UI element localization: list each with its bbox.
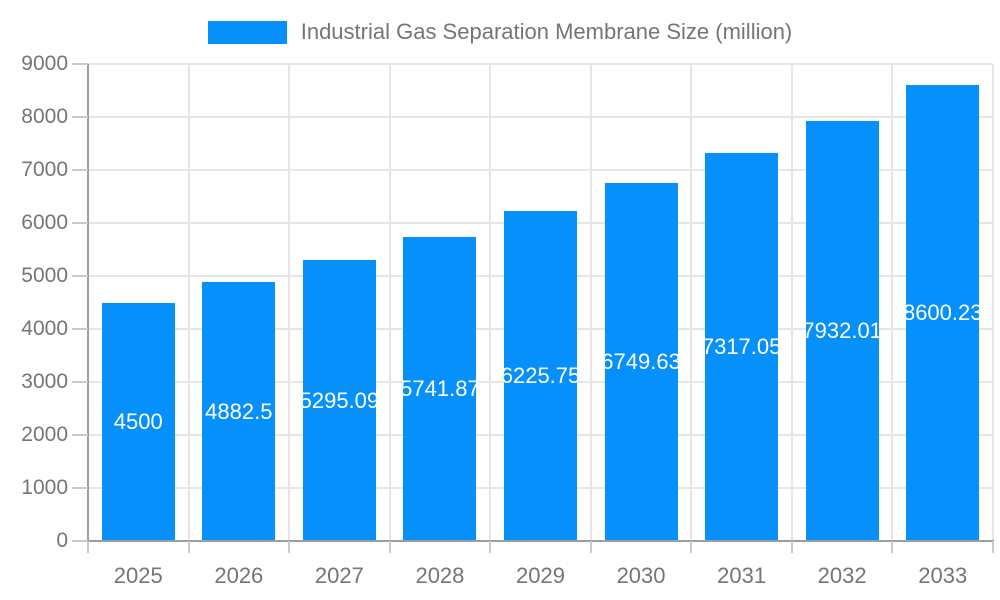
y-tick-label: 7000 (21, 158, 68, 181)
bar-value-label: 5295.09 (299, 387, 380, 413)
y-tick-mark (72, 63, 88, 65)
x-tick-mark (690, 541, 693, 553)
legend[interactable]: Industrial Gas Separation Membrane Size … (0, 17, 1000, 47)
legend-swatch[interactable] (207, 20, 287, 44)
vertical-gridline (790, 64, 793, 541)
y-tick-mark (72, 540, 88, 542)
bar[interactable] (302, 260, 376, 541)
x-tick-mark (288, 541, 291, 553)
x-tick-mark (87, 541, 89, 553)
vertical-gridline (690, 64, 693, 541)
x-tick-label: 2033 (918, 563, 968, 588)
bar[interactable] (202, 282, 276, 541)
y-tick-label: 6000 (21, 211, 68, 234)
y-tick-label: 3000 (21, 370, 68, 393)
x-tick-label: 2029 (516, 563, 565, 588)
x-tick-mark (589, 541, 592, 553)
y-tick-label: 0 (56, 529, 68, 552)
bar-value-label: 7317.05 (701, 334, 782, 360)
y-tick-label: 9000 (21, 52, 68, 75)
y-tick-mark (72, 222, 88, 224)
bar[interactable] (403, 236, 477, 541)
x-tick-mark (489, 541, 492, 553)
vertical-gridline (288, 64, 291, 541)
vertical-gridline (589, 64, 592, 541)
bar[interactable] (504, 211, 577, 541)
bar-value-label: 8600.23 (902, 300, 983, 326)
bar-value-label: 6225.75 (500, 363, 581, 389)
x-tick-label: 2031 (717, 563, 767, 588)
y-tick-label: 2000 (21, 423, 68, 446)
y-tick-mark (72, 169, 88, 171)
y-tick-label: 8000 (21, 105, 68, 128)
bar[interactable] (805, 120, 879, 541)
x-tick-mark (388, 541, 391, 553)
x-tick-mark (992, 541, 994, 553)
y-tick-mark (72, 381, 88, 383)
y-tick-mark (72, 328, 88, 330)
x-tick-label: 2028 (415, 563, 465, 588)
x-tick-mark (790, 541, 793, 553)
x-tick-mark (891, 541, 894, 553)
bar-value-label: 6749.63 (601, 349, 681, 375)
x-axis-line (87, 540, 994, 542)
horizontal-gridline (88, 116, 993, 118)
x-tick-label: 2030 (616, 563, 666, 588)
vertical-gridline (187, 64, 190, 541)
bar-value-label: 7932.01 (802, 317, 882, 343)
plot-area: 4500 4882.5 5295.09 5741.87 6225.75 6749.63 73… (87, 63, 994, 542)
x-tick-label: 2032 (817, 563, 867, 588)
bar-value-label: 5741.87 (400, 375, 480, 401)
vertical-gridline (992, 64, 994, 541)
y-axis-line (87, 64, 89, 541)
horizontal-gridline (88, 63, 993, 65)
x-tick-mark (187, 541, 190, 553)
y-tick-label: 4000 (21, 317, 68, 340)
y-tick-mark (72, 487, 88, 489)
chart-title: Industrial Gas Separation Membrane Size … (300, 19, 793, 44)
vertical-gridline (489, 64, 492, 541)
vertical-gridline (388, 64, 391, 541)
x-tick-label: 2027 (314, 563, 364, 588)
bar[interactable] (705, 153, 779, 541)
bar[interactable] (604, 183, 678, 541)
y-tick-label: 1000 (21, 476, 68, 499)
bar-value-label: 4500 (113, 408, 163, 434)
x-tick-label: 2025 (113, 563, 163, 588)
bar-value-label: 4882.5 (205, 398, 273, 424)
y-tick-label: 5000 (21, 264, 68, 287)
y-tick-mark (72, 434, 88, 436)
bar[interactable] (906, 85, 980, 541)
y-tick-mark (72, 275, 88, 277)
horizontal-gridline (88, 169, 993, 171)
vertical-gridline (891, 64, 894, 541)
bar[interactable] (101, 302, 175, 541)
y-tick-mark (72, 116, 88, 118)
x-tick-label: 2026 (214, 563, 264, 588)
